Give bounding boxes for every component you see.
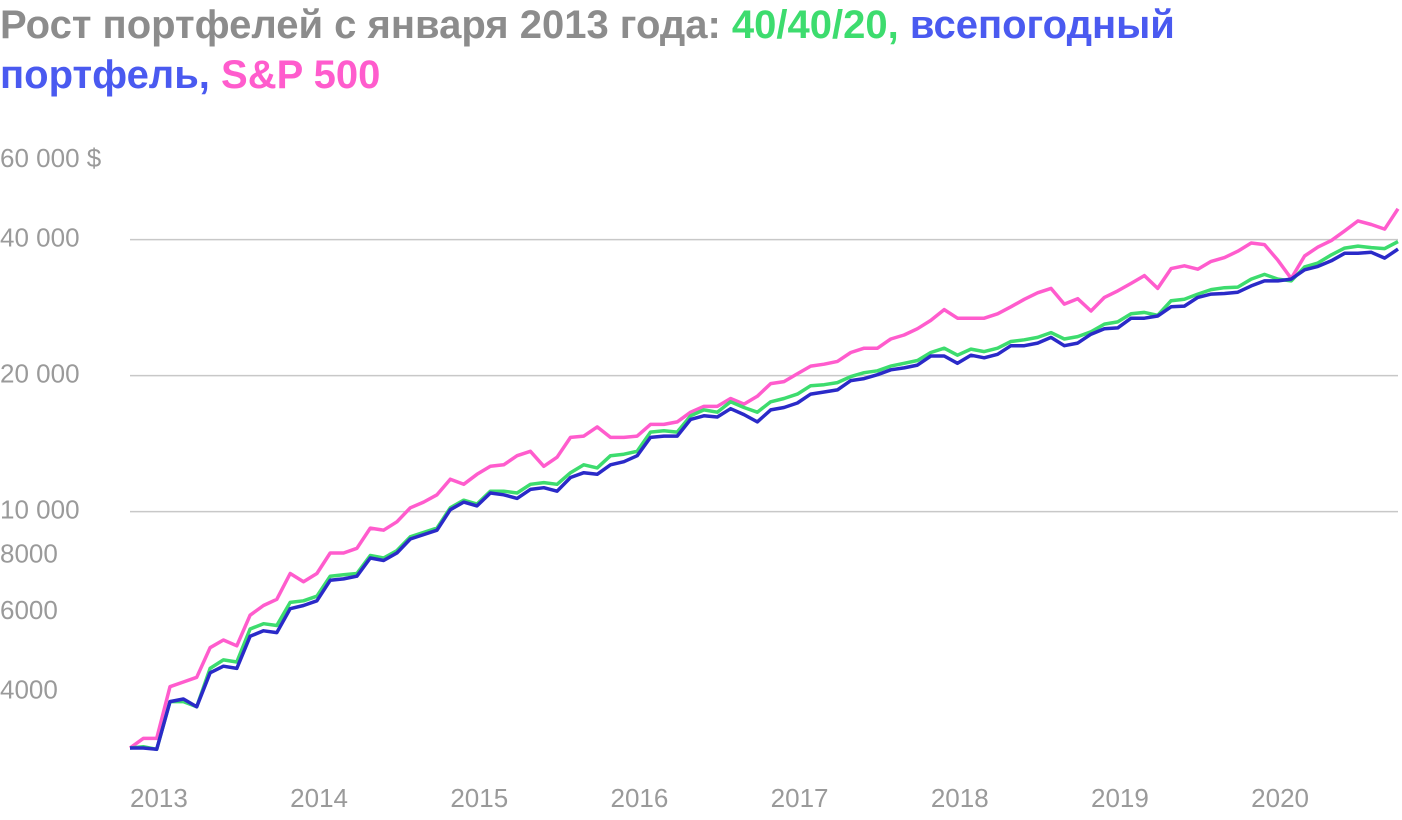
y-tick-label: 60 000 $ (0, 143, 102, 173)
y-tick-label: 6000 (0, 595, 58, 625)
y-tick-label: 40 000 (0, 222, 80, 252)
y-tick-label: 8000 (0, 538, 58, 568)
x-tick-label: 2013 (130, 783, 188, 813)
chart-title: Рост портфелей с января 2013 года: 40/40… (0, 3, 1175, 47)
y-tick-label: 20 000 (0, 359, 80, 389)
x-tick-label: 2014 (290, 783, 348, 813)
x-tick-label: 2018 (931, 783, 989, 813)
title-part: S&P 500 (210, 53, 381, 97)
series-line (128, 207, 1400, 750)
title-part: всепогодный (899, 3, 1175, 47)
series-line (129, 240, 1399, 752)
title-part: 40/40/20, (732, 3, 899, 47)
x-tick-label: 2015 (450, 783, 508, 813)
title-part: Рост портфелей с января 2013 года: (0, 3, 732, 47)
series-line (130, 247, 1399, 752)
chart-title: портфель, S&P 500 (0, 53, 380, 97)
y-tick-label: 4000 (0, 674, 58, 704)
x-tick-label: 2019 (1091, 783, 1149, 813)
x-tick-label: 2016 (611, 783, 669, 813)
y-tick-label: 10 000 (0, 495, 80, 525)
x-tick-label: 2020 (1251, 783, 1309, 813)
title-part: портфель, (0, 53, 210, 97)
x-tick-label: 2017 (771, 783, 829, 813)
